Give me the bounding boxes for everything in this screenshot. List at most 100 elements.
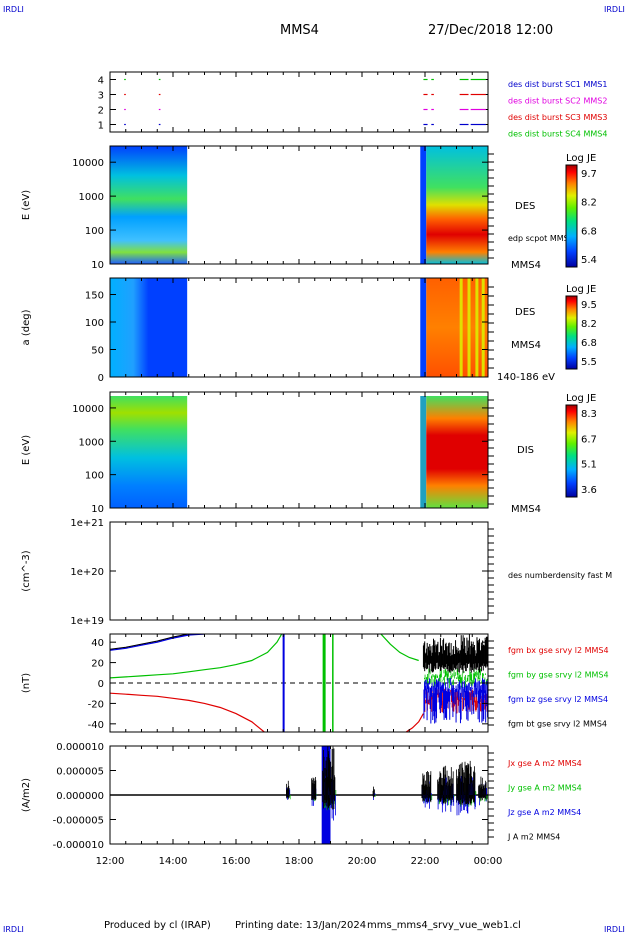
current-legend-entry: Jx gse A m2 MMS4 [507, 759, 582, 768]
colorbar-tick-label: 5.4 [581, 255, 597, 266]
colorbar-title: Log JE [566, 153, 596, 164]
current-legend-entry: J A m2 MMS4 [507, 833, 560, 842]
des-pitch-stripe [459, 278, 463, 377]
dis-energy-y-tick-label: 100 [85, 471, 104, 482]
dis-energy-spectrogram-block-1 [110, 396, 188, 508]
des-pitch-colorbar: Log JE 9.5 8.2 6.8 5.5 [565, 284, 597, 370]
colorbar-tick-label: 8.2 [581, 198, 597, 209]
fgm-y-tick-label: 40 [91, 638, 104, 649]
des-energy-y-tick-label: 100 [85, 226, 104, 237]
current-y-tick-label: 0.000005 [56, 767, 104, 778]
density-y-axis-label: (cm^-3) [21, 550, 32, 591]
des-energy-species-label: DES [515, 201, 535, 212]
burst-panel-frame [109, 71, 489, 133]
des-pitch-y-tick-label: 0 [98, 373, 104, 384]
time-axis-tick-label: 18:00 [285, 856, 314, 867]
des-pitch-spectrogram-edge [420, 278, 427, 377]
burst-y-tick-label: 2 [98, 106, 104, 117]
des-pitch-species-label: DES [515, 307, 535, 318]
colorbar-tick-label: 9.7 [581, 169, 597, 180]
des-pitch-spectrogram-block-1 [110, 278, 188, 377]
des-pitch-y-tick-label: 150 [85, 291, 104, 302]
current-y-axis-label: (A/m2) [21, 778, 32, 812]
density-y-tick-label: 1e+21 [70, 518, 104, 529]
des-pitch-y-tick-label: 100 [85, 318, 104, 329]
time-axis-tick-label: 20:00 [348, 856, 377, 867]
fgm-legend-entry: fgm bx gse srvy l2 MMS4 [508, 646, 609, 655]
fgm-spike [332, 634, 334, 732]
current-legend-entry: Jz gse A m2 MMS4 [507, 808, 581, 817]
fgm-y-axis-label: (nT) [21, 673, 32, 693]
corner-mark-top-left: IRDLI [3, 5, 24, 14]
colorbar-bar [565, 295, 578, 370]
density-legend-entry: des numberdensity fast M [508, 571, 612, 580]
time-axis-tick-label: 12:00 [96, 856, 125, 867]
colorbar-tick-label: 6.8 [581, 226, 597, 237]
colorbar-title: Log JE [566, 393, 596, 404]
dis-energy-y-tick-label: 1000 [79, 437, 104, 448]
fgm-spike [282, 634, 285, 732]
fgm-plot-area [110, 634, 488, 732]
fgm-series-line [110, 692, 265, 732]
dis-energy-species-label: DIS [517, 445, 534, 456]
fgm-legend-entry: fgm by gse srvy l2 MMS4 [508, 671, 609, 680]
des-pitch-y-tick-label: 50 [91, 346, 104, 357]
des-pitch-sc-label: MMS4 [511, 340, 541, 351]
colorbar-tick-label: 8.2 [581, 319, 597, 330]
colorbar-tick-label: 5.1 [581, 460, 597, 471]
dis-energy-spectrogram-block-2 [426, 396, 488, 508]
des-energy-y-axis-label: E (eV) [21, 190, 32, 220]
fgm-series-line [110, 634, 205, 650]
spacecraft-title: MMS4 [280, 23, 319, 38]
current-y-tick-label: 0.000000 [56, 791, 104, 802]
fgm-series-line [110, 634, 283, 679]
current-plot-area [110, 746, 488, 844]
current-y-tick-label: 0.000010 [56, 742, 104, 753]
des-energy-extra-label: edp scpot MMS4 [508, 234, 574, 243]
density-y-tick-label: 1e+19 [70, 616, 104, 627]
des-pitch-stripe [481, 278, 485, 377]
current-legend-entry: Jy gse A m2 MMS4 [507, 784, 582, 793]
time-axis-tick-label: 16:00 [222, 856, 251, 867]
des-energy-y-tick-label: 1000 [79, 192, 104, 203]
des-energy-y-tick-label: 10000 [72, 158, 104, 169]
des-energy-sc-label: MMS4 [511, 260, 541, 271]
burst-legend-entry: des dist burst SC4 MMS4 [508, 130, 607, 139]
colorbar-tick-label: 3.6 [581, 485, 597, 496]
burst-legend-entry: des dist burst SC3 MMS3 [508, 113, 607, 122]
corner-mark-top-right: IRDLI [604, 5, 625, 14]
des-energy-y-tick-label: 10 [91, 260, 104, 271]
burst-legend-entry: des dist burst SC1 MMS1 [508, 80, 607, 89]
panels-group: 1 2 3 4 des dist burst SC1 MMS1 des dist burs… [21, 71, 612, 867]
footer-file-name: mms_mms4_srvy_vue_web1.cl [367, 920, 521, 931]
des-pitch-y-axis-label: a (deg) [21, 309, 32, 345]
burst-legend-entry: des dist burst SC2 MMS2 [508, 97, 607, 106]
corner-mark-bottom-left: IRDLI [3, 925, 24, 934]
des-energy-colorbar: Log JE 9.7 8.2 6.8 5.4 [565, 153, 597, 268]
corner-mark-bottom-right: IRDLI [604, 925, 625, 934]
footer-printing-date: Printing date: 13/Jan/2024 [235, 920, 366, 931]
colorbar-bar [565, 404, 578, 498]
dis-energy-y-tick-label: 10000 [72, 404, 104, 415]
fgm-legend-entry: fgm bz gse srvy l2 MMS4 [508, 695, 608, 704]
burst-y-tick-label: 4 [98, 76, 104, 87]
colorbar-title: Log JE [566, 284, 596, 295]
fgm-y-tick-label: 20 [91, 659, 104, 670]
dis-energy-y-axis-label: E (eV) [21, 435, 32, 465]
dis-energy-y-tick-label: 10 [91, 504, 104, 515]
fgm-series-line [405, 713, 424, 732]
dis-energy-colorbar: Log JE 8.3 6.7 5.1 3.6 [565, 393, 597, 498]
colorbar-tick-label: 6.8 [581, 338, 597, 349]
date-time-title: 27/Dec/2018 12:00 [428, 23, 553, 38]
colorbar-tick-label: 9.5 [581, 300, 597, 311]
current-y-tick-label: -0.000005 [53, 816, 104, 827]
time-axis-tick-label: 14:00 [159, 856, 188, 867]
burst-y-tick-label: 1 [98, 121, 104, 132]
fgm-legend-entry: fgm bt gse srvy l2 MMS4 [508, 720, 607, 729]
time-axis-tick-label: 00:00 [474, 856, 503, 867]
dis-energy-sc-label: MMS4 [511, 504, 541, 515]
fgm-y-tick-label: -20 [88, 699, 104, 710]
current-y-tick-label: -0.000010 [53, 840, 104, 851]
des-energy-spectrogram-edge [420, 146, 427, 264]
